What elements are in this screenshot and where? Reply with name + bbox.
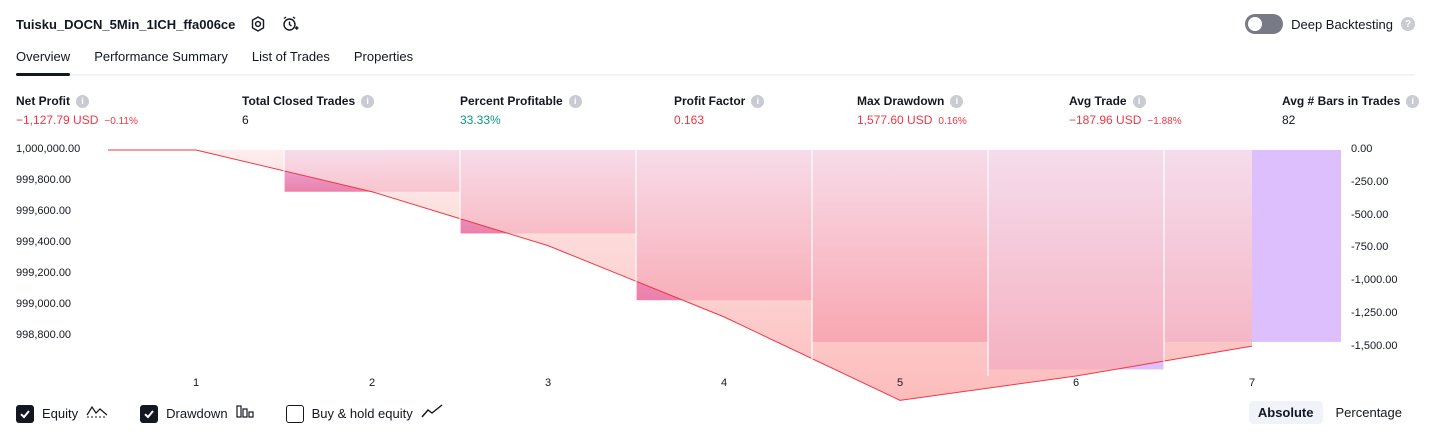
stat-label: Profit Factor (674, 94, 746, 108)
x-tick-label: 4 (720, 377, 728, 389)
stat-avg-trade: Avg Trade i −187.96 USD −1.88% (1069, 94, 1182, 127)
legend-buy-hold[interactable]: Buy & hold equity (285, 403, 443, 424)
stat-label: Total Closed Trades (242, 94, 356, 108)
buy-hold-icon (421, 403, 443, 424)
info-icon[interactable]: i (1406, 94, 1420, 108)
y-right-tick-label: -500.00 (1351, 208, 1389, 221)
stat-label: Percent Profitable (460, 94, 563, 108)
drawdown-checkbox[interactable] (140, 404, 159, 423)
info-icon[interactable]: i (950, 94, 964, 108)
y-left-tick-label: 1,000,000.00 (16, 143, 81, 155)
info-icon[interactable]: i (1132, 94, 1146, 108)
legend-drawdown-label: Drawdown (166, 406, 228, 421)
add-alert-icon[interactable] (281, 15, 299, 33)
stat-label: Avg # Bars in Trades (1282, 94, 1401, 108)
y-left-tick-label: 999,400.00 (16, 236, 72, 248)
y-right-tick-label: -1,000.00 (1351, 274, 1398, 287)
y-right-tick-label: 0.00 (1351, 143, 1373, 155)
y-left-tick-label: 999,200.00 (16, 267, 72, 279)
stat-value: −187.96 USD (1069, 113, 1142, 127)
deep-backtesting-label: Deep Backtesting (1291, 16, 1393, 32)
tab-properties[interactable]: Properties (353, 49, 414, 64)
stat-net-profit: Net Profit i −1,127.79 USD −0.11% (16, 94, 138, 127)
y-right-tick-label: -750.00 (1351, 241, 1389, 254)
tab-list-of-trades[interactable]: List of Trades (251, 49, 330, 64)
legend-buy-hold-label: Buy & hold equity (311, 406, 413, 421)
stat-label: Net Profit (16, 94, 70, 108)
stat-percent-profitable: Percent Profitable i 33.33% (460, 94, 582, 127)
help-icon[interactable]: ? (1401, 17, 1415, 31)
percentage-button[interactable]: Percentage (1335, 405, 1403, 420)
strategy-header: Tuisku_DOCN_5Min_1ICH_ffa006ce Deep Back… (16, 12, 1415, 36)
x-tick-label: 2 (368, 377, 376, 389)
tab-bar: Overview Performance Summary List of Tra… (16, 46, 1415, 76)
y-left-tick-label: 999,000.00 (16, 298, 72, 310)
stat-value: 82 (1282, 113, 1296, 127)
stat-value: 33.33% (460, 113, 501, 127)
stat-sub-value: −0.11% (104, 116, 138, 127)
stat-avg-bars: Avg # Bars in Trades i 82 (1282, 94, 1420, 127)
stat-sub-value: −1.88% (1147, 116, 1182, 127)
tab-performance-summary[interactable]: Performance Summary (94, 49, 228, 64)
stat-label: Max Drawdown (857, 94, 945, 108)
x-tick-label: 6 (1072, 377, 1080, 389)
tab-overview[interactable]: Overview (16, 46, 71, 76)
x-tick-label: 5 (896, 377, 904, 389)
stat-label: Avg Trade (1069, 94, 1127, 108)
deep-backtesting-toggle[interactable] (1245, 14, 1284, 34)
legend-drawdown[interactable]: Drawdown (140, 403, 254, 424)
info-icon[interactable]: i (751, 94, 765, 108)
info-icon[interactable]: i (76, 94, 89, 108)
stat-value: 1,577.60 USD (857, 113, 933, 127)
y-right-tick-label: -1,250.00 (1351, 307, 1398, 319)
chart-legend: Equity Drawdown Buy & hold equity (16, 403, 475, 424)
legend-equity-label: Equity (42, 406, 79, 421)
stats-row: Net Profit i −1,127.79 USD −0.11% Total Cl… (16, 94, 1420, 134)
x-tick-label: 1 (192, 377, 200, 389)
y-left-tick-label: 999,600.00 (16, 205, 72, 217)
y-left-tick-label: 999,800.00 (16, 174, 72, 186)
stat-value: −1,127.79 USD (16, 113, 99, 127)
strategy-title: Tuisku_DOCN_5Min_1ICH_ffa006ce (16, 16, 236, 32)
value-mode-switch: Absolute Percentage (1248, 401, 1411, 424)
info-icon[interactable]: i (568, 94, 582, 108)
stat-max-drawdown: Max Drawdown i 1,577.60 USD 0.16% (857, 94, 967, 127)
stat-sub-value: 0.16% (938, 116, 967, 127)
deep-backtesting-control: Deep Backtesting ? (1245, 14, 1415, 34)
equity-checkbox[interactable] (16, 404, 34, 423)
legend-equity[interactable]: Equity (16, 403, 108, 424)
equity-icon (86, 403, 108, 424)
buy-hold-checkbox[interactable] (285, 404, 304, 423)
stat-value: 6 (242, 113, 249, 127)
y-right-tick-label: -250.00 (1351, 175, 1389, 188)
x-tick-label: 7 (1248, 377, 1256, 389)
info-icon[interactable]: i (361, 94, 375, 108)
drawdown-icon (235, 403, 254, 424)
y-left-tick-label: 998,800.00 (16, 329, 72, 341)
settings-icon[interactable] (249, 15, 267, 33)
stat-profit-factor: Profit Factor i 0.163 (674, 94, 765, 127)
equity-line (195, 149, 1253, 401)
x-tick-label: 3 (544, 377, 552, 389)
absolute-button[interactable]: Absolute (1248, 401, 1323, 424)
stat-value: 0.163 (674, 113, 705, 127)
y-right-tick-label: -1,500.00 (1351, 339, 1398, 352)
stat-total-closed-trades: Total Closed Trades i 6 (242, 94, 375, 127)
